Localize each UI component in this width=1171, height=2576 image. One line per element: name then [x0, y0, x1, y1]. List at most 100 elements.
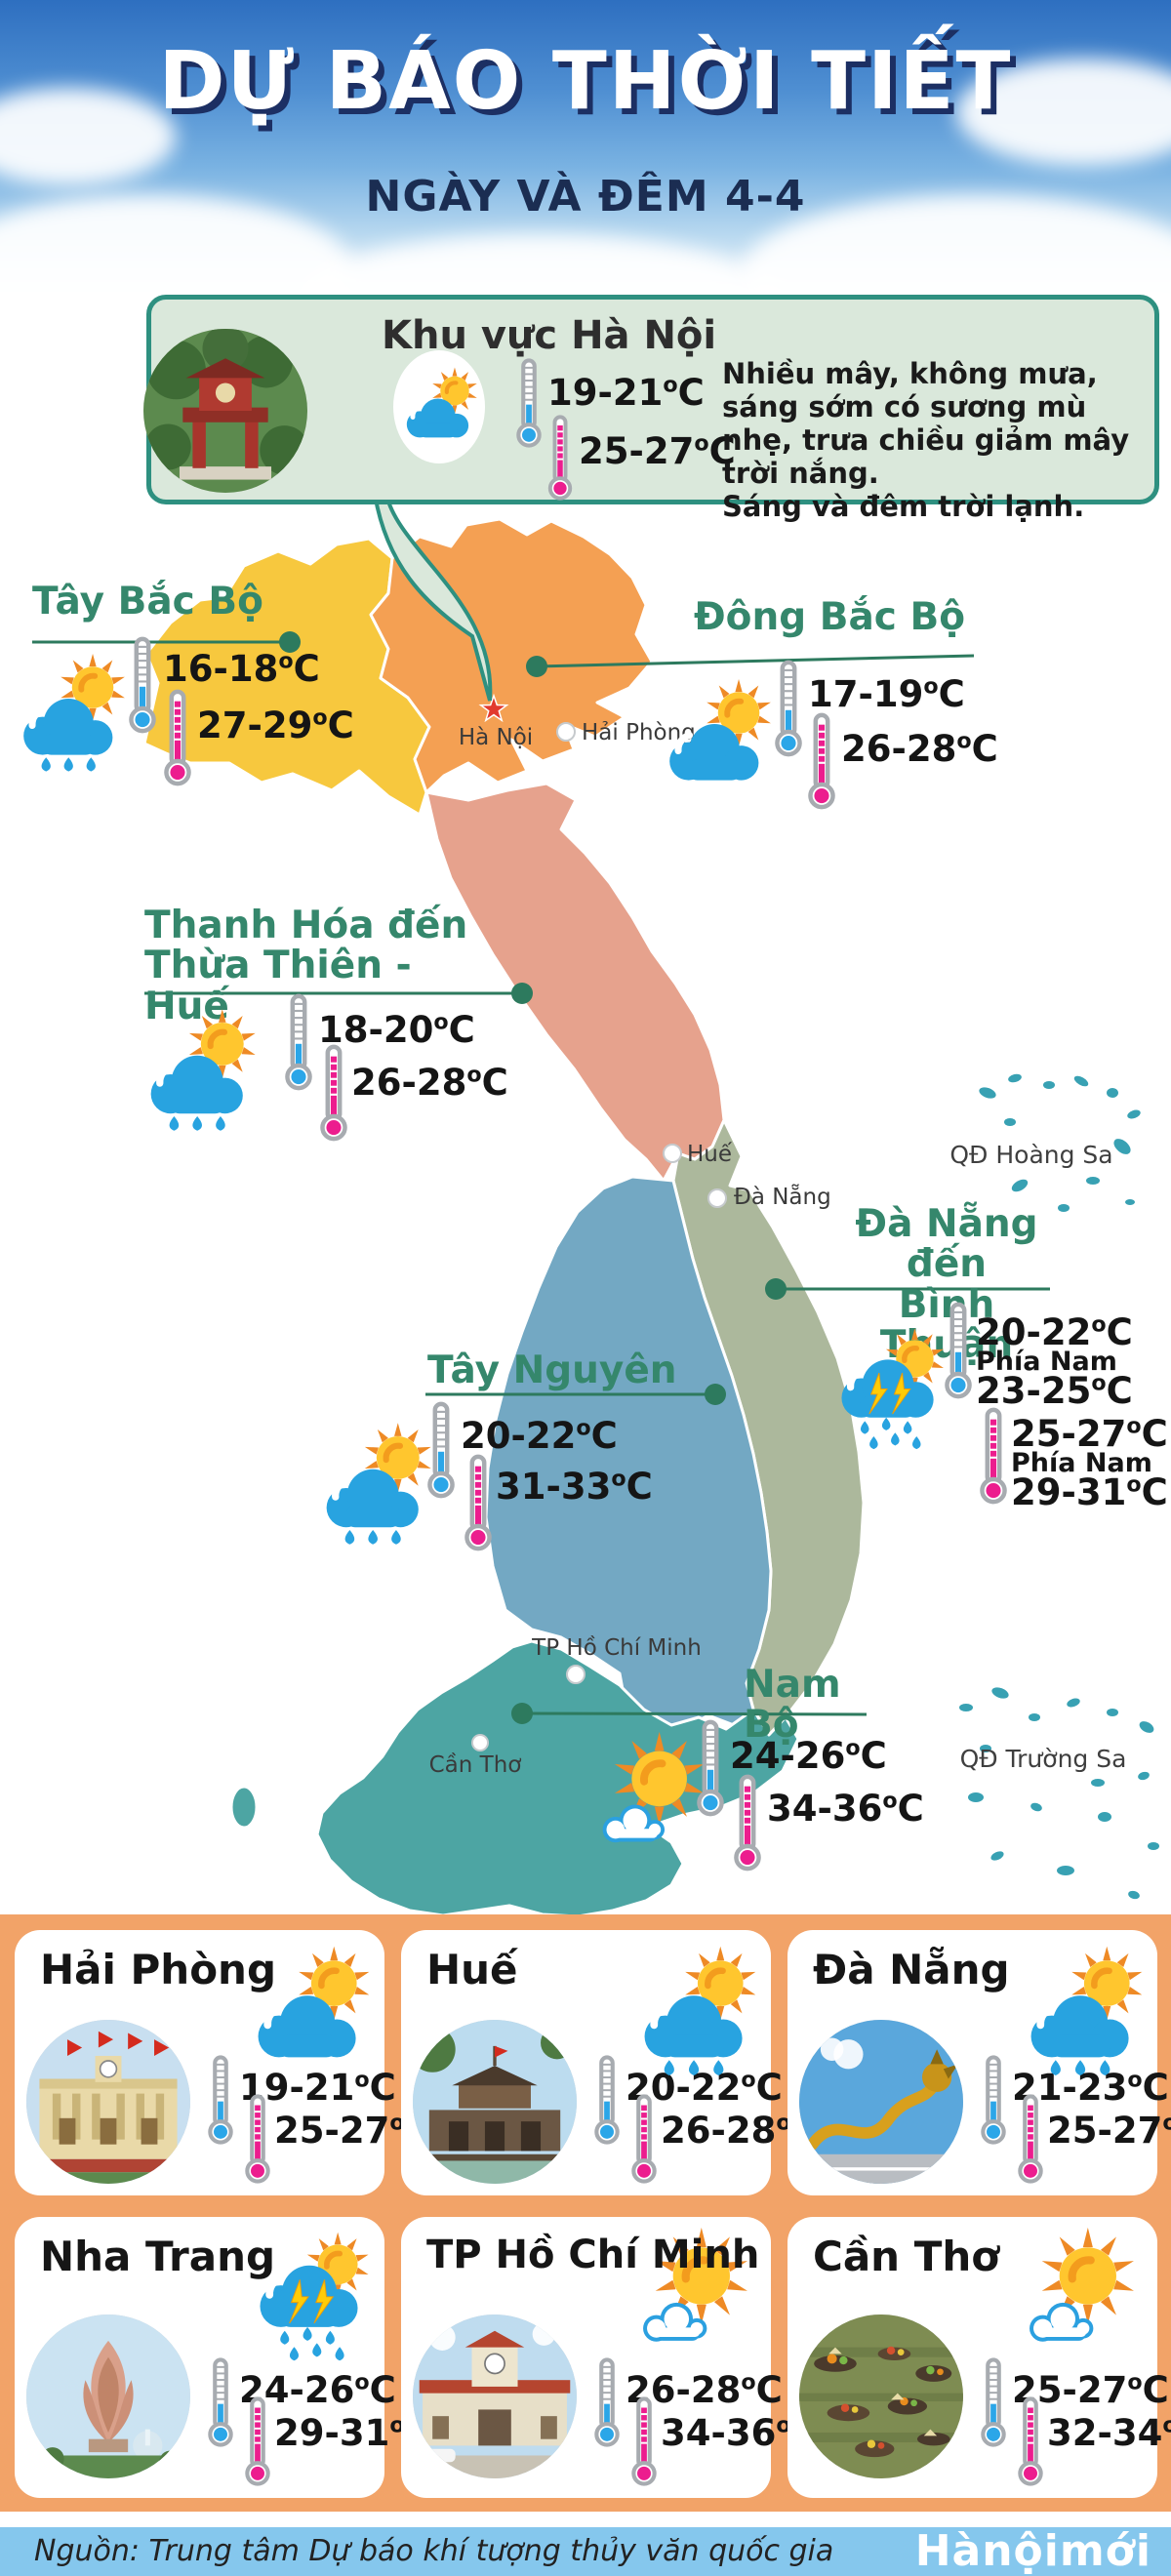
city-card-title: Nha Trang [40, 2233, 276, 2280]
map-label-hoang-sa: QĐ Hoàng Sa [949, 1141, 1112, 1169]
temp-low-south-label: Phía Nam [976, 1347, 1117, 1377]
temp-high: 32-34oC [1047, 2412, 1171, 2454]
map-region-nam-bo [315, 1639, 800, 1918]
thermometer-high-icon [463, 1454, 494, 1551]
city-dots [471, 722, 727, 1751]
city-photo [799, 2020, 963, 2184]
temp-high-south: 29-31oC [1011, 1471, 1168, 1513]
temp-low-south: 23-25oC [976, 1370, 1133, 1412]
page-title: DỰ BÁO THỜI TIẾT [158, 35, 1013, 128]
thermometer-low-icon [206, 2055, 235, 2145]
weather-icon [1016, 2225, 1149, 2367]
hanoimoi-logo: Hànộimới [914, 2526, 1151, 2576]
temp-low: 24-26oC [730, 1735, 887, 1777]
city-card-tp-ho-chi-minh: TP Hồ Chí Minh 26-28oC 34-36oC [401, 2217, 818, 2498]
thermometer-high-icon [162, 689, 193, 786]
temp-high: 26-28oC [351, 1062, 508, 1104]
temp-high: 27-29oC [197, 704, 354, 746]
weather-icon [10, 646, 131, 776]
vietnam-map: Hà Nội Hải Phòng Huế Đà Nẵng TP Hồ Chí M… [32, 517, 1159, 1922]
temp-low: 16-18oC [163, 648, 320, 690]
region-label-dong-bac: Đông Bắc Bộ [694, 595, 965, 639]
region-label-thanh-hoa-hue: Thanh Hóa đến Thừa Thiên - Huế [144, 904, 468, 1028]
thermometer-high-icon [806, 712, 837, 810]
weather-icon [826, 1321, 950, 1455]
cloud-decor [0, 88, 176, 185]
thermometer-high-icon [732, 1774, 763, 1872]
thermometer-low-icon [283, 993, 314, 1091]
temp-high-south-label: Phía Nam [1011, 1448, 1152, 1478]
thermometer-high-icon [1016, 2396, 1045, 2486]
archipelago-hoang-sa [979, 1073, 1141, 1212]
hanoi-forecast-box: Khu vực Hà Nội 19-21oC 25-27oC Nhiều mây… [143, 295, 1159, 523]
temp-low: 20-22oC [976, 1311, 1133, 1353]
weather-icon [656, 671, 777, 801]
city-card-title: Huế [426, 1946, 518, 1993]
city-photo [26, 2020, 190, 2184]
thermometer-low-icon [592, 2357, 622, 2447]
source-credit: Nguồn: Trung tâm Dự báo khí tượng thủy v… [34, 2534, 834, 2568]
thermometer-high-icon [1016, 2094, 1045, 2184]
hanoi-weather-badge [393, 350, 485, 463]
city-card-title: Đà Nẵng [813, 1946, 1010, 1993]
weather-icon [243, 2225, 376, 2367]
temp-low: 19-21oC [547, 372, 705, 414]
map-label-truong-sa: QĐ Trường Sa [960, 1745, 1127, 1773]
city-card-hue: Huế 20-22oC 26-28oC [401, 1930, 818, 2195]
temp-high: 25-27oC [1011, 1413, 1168, 1455]
map-label-hcmc: TP Hồ Chí Minh [531, 1635, 702, 1661]
map-label-cantho: Cần Thơ [429, 1752, 522, 1778]
temp-low: 18-20oC [318, 1009, 475, 1051]
weather-icon [589, 1729, 718, 1867]
weather-icon [312, 1415, 437, 1549]
temp-high: 25-27oC [579, 430, 736, 472]
temp-high: 26-28oC [841, 728, 998, 770]
thermometer-high-icon [243, 2396, 272, 2486]
region-connector-dots [279, 631, 787, 1724]
region-label-nam-bo: Nam Bộ [744, 1663, 841, 1748]
thermometer-low-icon [979, 2055, 1008, 2145]
region-label-tay-bac: Tây Bắc Bộ [32, 580, 263, 624]
map-island-phu-quoc [229, 1785, 259, 1830]
temp-high: 25-27oC [1047, 2110, 1171, 2152]
thermometer-low-icon [943, 1302, 974, 1399]
map-label-haiphong: Hải Phòng [582, 720, 696, 745]
thermometer-low-icon [425, 1401, 457, 1499]
thermometer-low-icon [127, 636, 158, 734]
weather-icon [629, 1938, 762, 2080]
temp-low: 19-21oC [239, 2067, 396, 2109]
weather-icon [1016, 1938, 1149, 2080]
hanoi-photo [143, 329, 307, 493]
map-label-danang: Đà Nẵng [734, 1183, 831, 1210]
thermometer-low-icon [695, 1719, 726, 1817]
footer-bar: Nguồn: Trung tâm Dự báo khí tượng thủy v… [0, 2527, 1171, 2576]
weather-icon [397, 362, 481, 452]
region-connectors [32, 640, 1050, 1716]
hanoi-description: Nhiều mây, không mưa, sáng sớm có sương m… [722, 357, 1130, 523]
city-photo [799, 2314, 963, 2478]
thermometer-low-icon [514, 358, 544, 448]
city-photo [413, 2314, 577, 2478]
temp-low: 26-28oC [626, 2369, 783, 2411]
thermometer-high-icon [243, 2094, 272, 2184]
temp-low: 20-22oC [461, 1415, 618, 1457]
thermometer-high-icon [318, 1044, 349, 1142]
thermometer-high-icon [629, 2396, 659, 2486]
cloud-decor [956, 59, 1171, 166]
page-subtitle: NGÀY VÀ ĐÊM 4-4 [365, 172, 806, 221]
city-card-da-nang: Đà Nẵng 21-23oC 25-27oC [787, 1930, 1171, 2195]
header-sky-banner [0, 0, 1171, 371]
thermometer-low-icon [206, 2357, 235, 2447]
thermometer-low-icon [773, 660, 804, 757]
city-photo [26, 2314, 190, 2478]
weather-icon [137, 1001, 262, 1135]
city-card-title: Hải Phòng [40, 1946, 277, 1993]
hanoi-box-pointer [372, 492, 493, 702]
thermometer-low-icon [592, 2055, 622, 2145]
map-label-hue: Huế [687, 1142, 733, 1167]
thermometer-high-icon [978, 1407, 1009, 1505]
weather-icon [243, 1938, 376, 2080]
city-card-title: TP Hồ Chí Minh [426, 2233, 760, 2277]
map-label-hanoi: Hà Nội [459, 725, 533, 750]
city-photo [413, 2020, 577, 2184]
